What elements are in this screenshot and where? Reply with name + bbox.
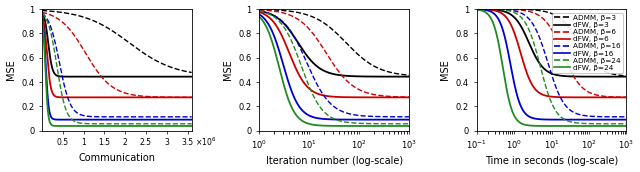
Y-axis label: MSE: MSE <box>223 60 233 80</box>
Y-axis label: MSE: MSE <box>440 60 450 80</box>
X-axis label: Time in seconds (log-scale): Time in seconds (log-scale) <box>485 157 618 166</box>
X-axis label: Iteration number (log-scale): Iteration number (log-scale) <box>266 157 403 166</box>
Text: $\times10^6$: $\times10^6$ <box>195 136 216 148</box>
Legend: ADMM, β=3, dFW, β=3, ADMM, β=6, dFW, β=6, ADMM, β=16, dFW, β=16, ADMM, β=24, dFW: ADMM, β=3, dFW, β=3, ADMM, β=6, dFW, β=6… <box>552 13 623 73</box>
X-axis label: Communication: Communication <box>78 153 156 163</box>
Y-axis label: MSE: MSE <box>6 60 15 80</box>
